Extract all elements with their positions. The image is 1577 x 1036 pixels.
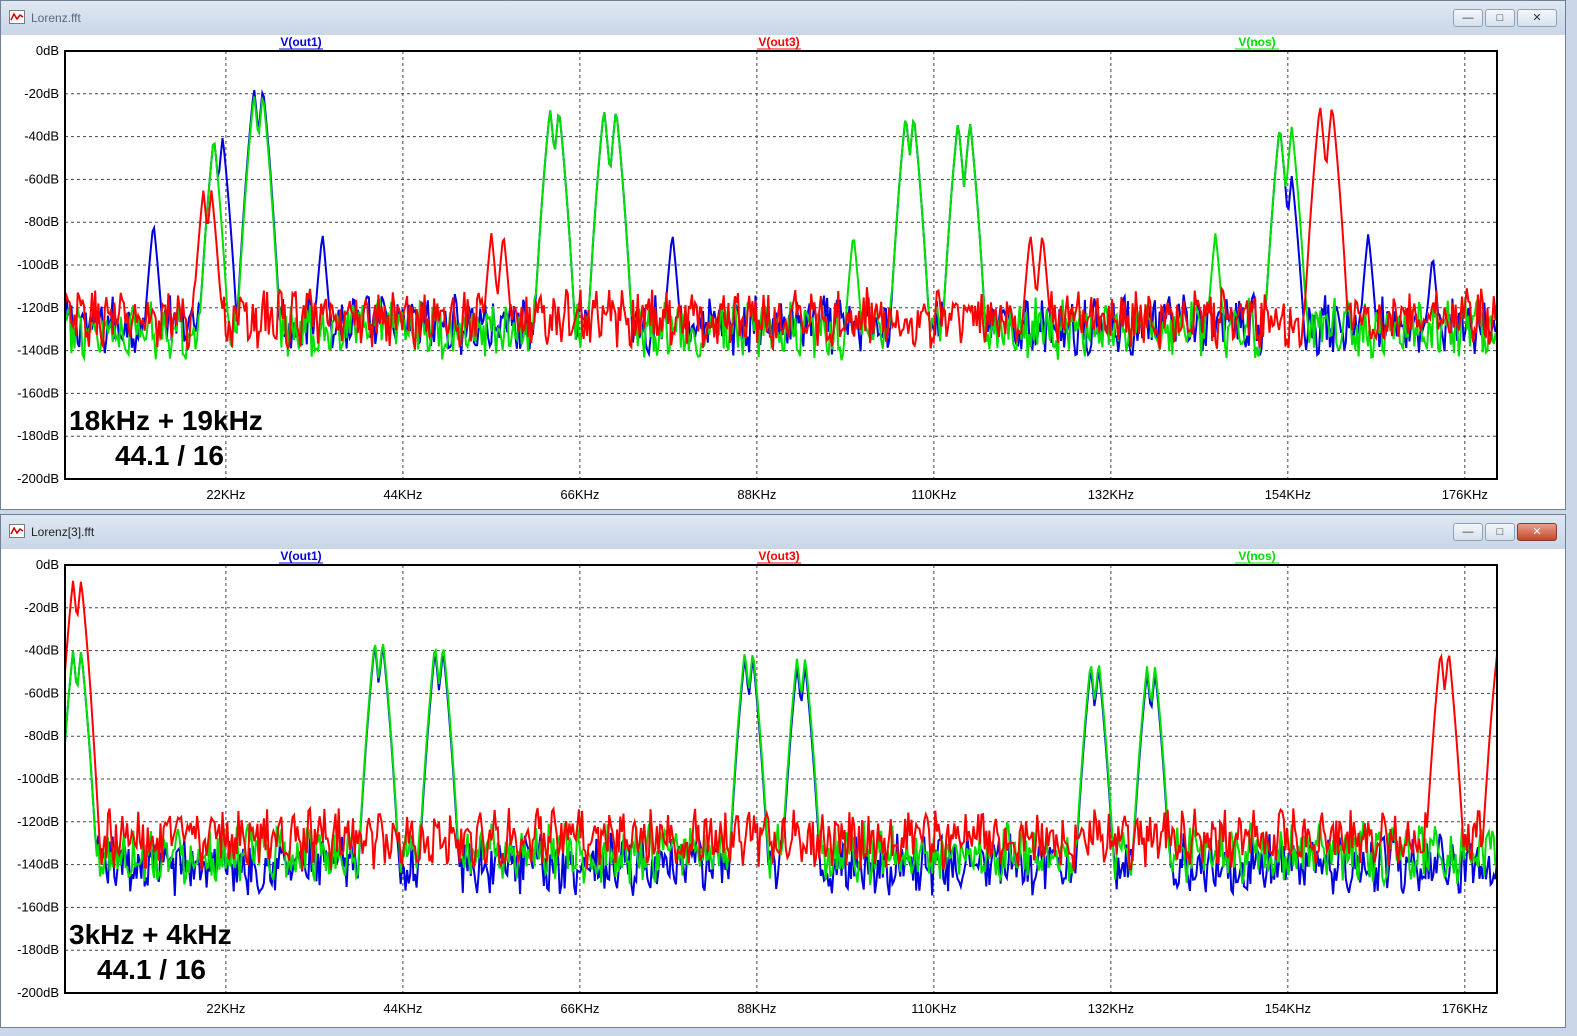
y-tick-label: -140dB xyxy=(17,343,59,358)
y-tick-label: -40dB xyxy=(24,643,59,658)
legend-entry[interactable]: V(out1) xyxy=(280,549,321,563)
x-tick-label: 44KHz xyxy=(383,487,422,502)
x-tick-label: 44KHz xyxy=(383,1001,422,1016)
legend-entry[interactable]: V(nos) xyxy=(1238,35,1275,49)
series-trace-vout3[interactable] xyxy=(64,107,1498,351)
x-tick-label: 132KHz xyxy=(1088,1001,1134,1016)
legend-entry[interactable]: V(nos) xyxy=(1238,549,1275,563)
x-tick-label: 110KHz xyxy=(911,487,956,502)
grid xyxy=(65,51,1497,479)
maximize-button[interactable]: □ xyxy=(1485,523,1515,541)
y-tick-label: -200dB xyxy=(17,471,59,486)
title-bar[interactable]: Lorenz[3].fft — □ ✕ xyxy=(1,515,1565,550)
x-tick-label: 22KHz xyxy=(206,1001,245,1016)
y-tick-label: -200dB xyxy=(17,985,59,1000)
fft-plot[interactable]: 22KHz 44KHz 66KHz 88KHz 110KHz 132KHz 154KHz 17… xyxy=(1,35,1565,509)
legend-entry[interactable]: V(out3) xyxy=(758,35,799,49)
legend-entry[interactable]: V(out3) xyxy=(758,549,799,563)
maximize-button[interactable]: □ xyxy=(1485,9,1515,27)
plot-frame xyxy=(64,50,1498,480)
x-tick-label: 88KHz xyxy=(737,487,776,502)
y-tick-label: -100dB xyxy=(17,257,59,272)
x-tick-label: 22KHz xyxy=(206,487,245,502)
fft-chart[interactable]: 22KHz 44KHz 66KHz 88KHz 110KHz 132KHz 154KHz 17… xyxy=(1,549,1567,1029)
y-tick-label: -120dB xyxy=(17,300,59,315)
y-tick-label: -160dB xyxy=(17,899,59,914)
y-tick-label: 0dB xyxy=(36,557,59,572)
annotation-format: 44.1 / 16 xyxy=(97,954,206,985)
x-tick-label: 132KHz xyxy=(1088,487,1134,502)
series-trace-vout3[interactable] xyxy=(64,580,1498,871)
plot-frame xyxy=(64,564,1498,994)
close-button[interactable]: ✕ xyxy=(1517,523,1557,541)
grid xyxy=(65,565,1497,993)
traces xyxy=(64,89,1498,362)
title-bar[interactable]: Lorenz.fft — □ ✕ xyxy=(1,1,1565,36)
close-button[interactable]: ✕ xyxy=(1517,9,1557,27)
x-tick-label: 176KHz xyxy=(1442,1001,1488,1016)
x-tick-label: 110KHz xyxy=(911,1001,956,1016)
y-tick-label: -80dB xyxy=(24,214,59,229)
y-tick-label: -20dB xyxy=(24,86,59,101)
minimize-button[interactable]: — xyxy=(1453,9,1483,27)
waveform-icon xyxy=(9,10,25,24)
y-tick-label: -60dB xyxy=(24,171,59,186)
y-tick-label: -140dB xyxy=(17,857,59,872)
y-tick-label: -20dB xyxy=(24,600,59,615)
y-tick-label: -80dB xyxy=(24,728,59,743)
annotation-frequencies: 18kHz + 19kHz xyxy=(69,405,263,436)
y-tick-label: -60dB xyxy=(24,685,59,700)
y-tick-label: -100dB xyxy=(17,771,59,786)
y-tick-label: -180dB xyxy=(17,942,59,957)
x-tick-label: 66KHz xyxy=(560,487,599,502)
annotation-format: 44.1 / 16 xyxy=(115,440,224,471)
waveform-icon xyxy=(9,524,25,538)
y-tick-label: -120dB xyxy=(17,814,59,829)
x-tick-label: 66KHz xyxy=(560,1001,599,1016)
x-tick-label: 154KHz xyxy=(1265,487,1311,502)
x-tick-label: 176KHz xyxy=(1442,487,1488,502)
fft-window-lorenz3[interactable]: Lorenz[3].fft — □ ✕ 22KHz 44KHz 66KHz 88KHz… xyxy=(0,514,1566,1028)
legend-entry[interactable]: V(out1) xyxy=(280,35,321,49)
fft-plot[interactable]: 22KHz 44KHz 66KHz 88KHz 110KHz 132KHz 154KHz 17… xyxy=(1,549,1565,1027)
minimize-button[interactable]: — xyxy=(1453,523,1483,541)
y-tick-label: -40dB xyxy=(24,129,59,144)
x-tick-label: 88KHz xyxy=(737,1001,776,1016)
window-title: Lorenz[3].fft xyxy=(31,525,95,539)
y-tick-label: -160dB xyxy=(17,385,59,400)
y-tick-label: -180dB xyxy=(17,428,59,443)
y-tick-label: 0dB xyxy=(36,43,59,58)
fft-window-lorenz[interactable]: Lorenz.fft — □ ✕ 22KHz 44KHz 66KHz 88KHz 110… xyxy=(0,0,1566,510)
traces xyxy=(64,580,1498,897)
x-tick-label: 154KHz xyxy=(1265,1001,1311,1016)
window-title: Lorenz.fft xyxy=(31,11,81,25)
annotation-frequencies: 3kHz + 4kHz xyxy=(69,919,232,950)
fft-chart[interactable]: 22KHz 44KHz 66KHz 88KHz 110KHz 132KHz 154KHz 17… xyxy=(1,35,1567,511)
